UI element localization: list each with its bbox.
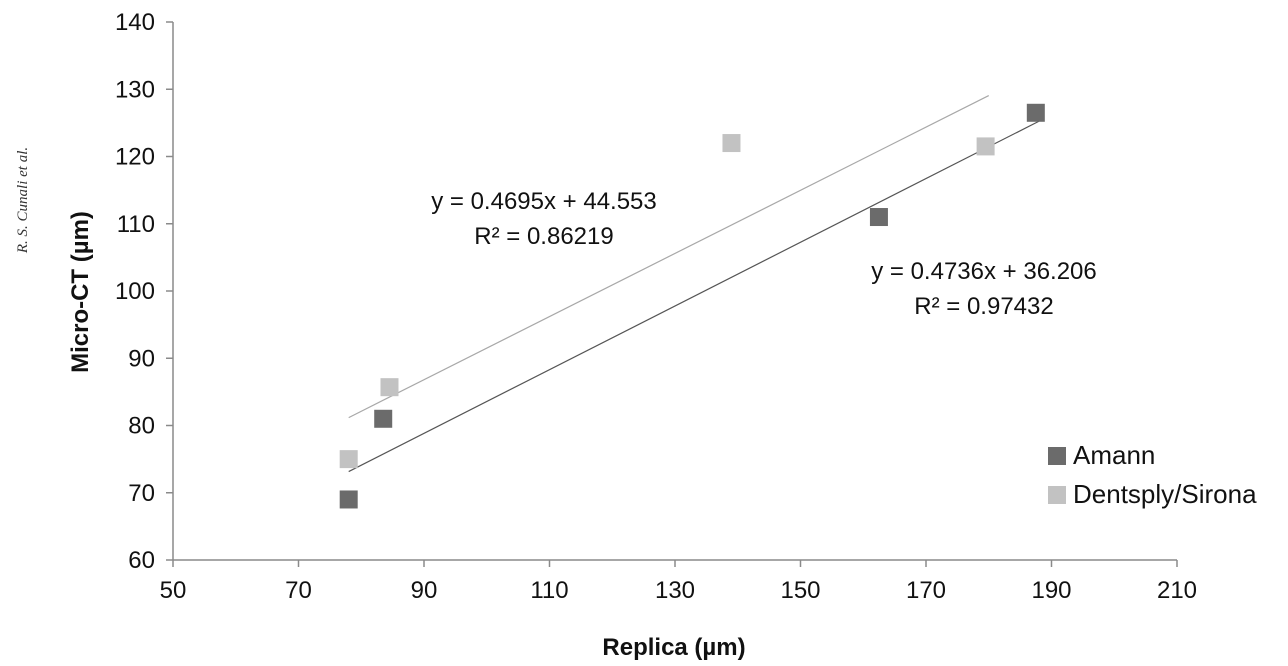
legend-label-amann: Amann (1073, 440, 1155, 470)
dentsply-equation: y = 0.4695x + 44.553 (431, 188, 657, 215)
point-dentsply-sirona (722, 134, 741, 153)
y-tick-label: 80 (128, 413, 155, 440)
trendline-amann (348, 120, 1040, 473)
point-amann (869, 208, 888, 227)
point-dentsply-sirona (339, 450, 358, 469)
dentsply-r-squared: R² = 0.86219 (474, 223, 613, 250)
x-tick-label: 210 (1157, 577, 1197, 604)
y-axis-title: Micro-CT (µm) (67, 211, 94, 373)
y-tick-label: 100 (115, 278, 155, 305)
legend-swatch-amann (1048, 447, 1066, 465)
legend: Amann Dentsply/Sirona (1048, 440, 1257, 509)
point-amann (1026, 103, 1045, 122)
y-tick-label: 60 (128, 547, 155, 574)
x-tick-label: 170 (906, 577, 946, 604)
x-tick-label: 70 (285, 577, 312, 604)
y-tick-label: 130 (115, 76, 155, 103)
trendline-dentsply-sirona (348, 95, 990, 419)
y-tick-label: 110 (117, 211, 155, 238)
legend-swatch-dentsply (1048, 486, 1066, 504)
x-tick-label: 90 (411, 577, 438, 604)
y-tick-label: 120 (115, 144, 155, 171)
x-tick-label: 110 (530, 577, 568, 604)
equation-annotations: y = 0.4695x + 44.553 R² = 0.86219 y = 0.… (431, 188, 1097, 320)
x-tick-label: 130 (655, 577, 695, 604)
amann-equation: y = 0.4736x + 36.206 (871, 258, 1097, 285)
data-points (339, 103, 1045, 509)
point-dentsply-sirona (976, 137, 995, 156)
point-dentsply-sirona (380, 378, 399, 397)
x-tick-label: 50 (160, 577, 187, 604)
x-axis-title: Replica (µm) (602, 634, 745, 661)
x-tick-label: 190 (1031, 577, 1071, 604)
point-amann (339, 490, 358, 509)
trendlines (348, 95, 1040, 473)
author-side-note: R. S. Cunali et al. (15, 147, 31, 254)
x-tick-label: 150 (780, 577, 820, 604)
point-amann (374, 409, 393, 428)
amann-r-squared: R² = 0.97432 (914, 293, 1053, 320)
y-tick-label: 90 (128, 345, 155, 372)
y-tick-label: 140 (115, 9, 155, 36)
legend-label-dentsply: Dentsply/Sirona (1073, 479, 1257, 509)
axes: 60 70 80 90 100 110 120 130 140 50 70 90 110 130 150 17… (115, 9, 1197, 604)
y-tick-label: 70 (128, 480, 155, 507)
